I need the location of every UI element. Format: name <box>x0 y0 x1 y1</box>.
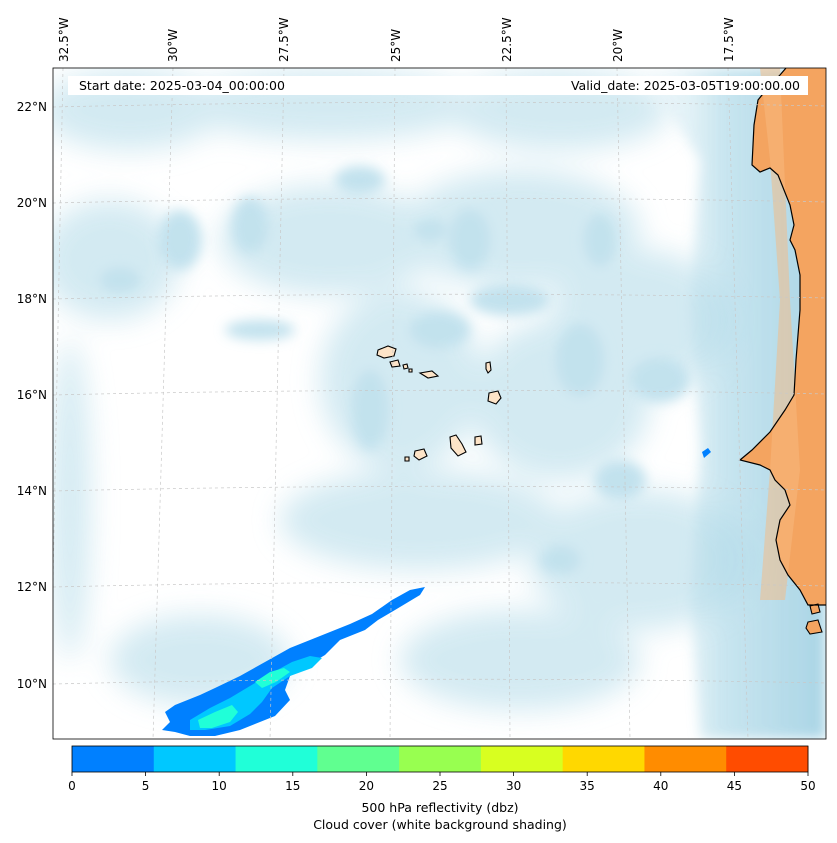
colorbar-segment <box>644 746 727 772</box>
lon-label: 22.5°W <box>500 17 514 62</box>
latitude-labels: 22°N 20°N 18°N 16°N 14°N 12°N 10°N <box>17 100 47 691</box>
colorbar-segment <box>235 746 318 772</box>
colorbar-segment <box>399 746 482 772</box>
start-date-label: Start date: 2025-03-04_00:00:00 <box>79 78 285 93</box>
reflectivity-colorbar: 0 5 10 15 20 25 30 35 40 45 50 <box>68 745 816 793</box>
lon-label: 17.5°W <box>722 17 736 62</box>
map-frame <box>52 67 827 740</box>
map-area <box>53 68 826 739</box>
lon-label: 25°W <box>389 29 403 62</box>
colorbar-tick-label: 50 <box>800 779 815 793</box>
colorbar-tick-label: 20 <box>359 779 374 793</box>
reflectivity-echo-area <box>162 448 711 736</box>
colorbar-label: 500 hPa reflectivity (dbz) <box>361 800 519 815</box>
colorbar-tick-label: 40 <box>653 779 668 793</box>
lat-label: 14°N <box>17 484 47 498</box>
cape-verde-islands <box>376 345 502 462</box>
colorbar-tick-label: 0 <box>68 779 76 793</box>
colorbar-tick-label: 30 <box>506 779 521 793</box>
lon-label: 32.5°W <box>57 17 71 62</box>
lon-label: 27.5°W <box>277 17 291 62</box>
lat-label: 12°N <box>17 580 47 594</box>
africa-coast-land <box>738 68 826 635</box>
date-header-strip <box>68 76 808 95</box>
colorbar-tick-label: 35 <box>580 779 595 793</box>
lat-label: 20°N <box>17 196 47 210</box>
valid-date-label: Valid_date: 2025-03-05T19:00:00.00 <box>571 78 800 93</box>
lon-label: 20°W <box>611 29 625 62</box>
colorbar-segment <box>153 746 237 772</box>
colorbar-segment <box>726 746 809 772</box>
colorbar-segment <box>72 746 155 772</box>
colorbar-tick-label: 10 <box>212 779 227 793</box>
colorbar-tick-label: 45 <box>727 779 742 793</box>
colorbar-tick-label: 15 <box>285 779 300 793</box>
colorbar-tick-label: 5 <box>142 779 150 793</box>
longitude-labels: 32.5°W 30°W 27.5°W 25°W 22.5°W 20°W 17.5… <box>57 17 736 62</box>
colorbar-segment <box>562 746 645 772</box>
colorbar-tick-label: 25 <box>432 779 447 793</box>
lat-label: 16°N <box>17 388 47 402</box>
lat-label: 10°N <box>17 677 47 691</box>
lat-label: 22°N <box>17 100 47 114</box>
colorbar-segment <box>317 746 400 772</box>
lat-label: 18°N <box>17 292 47 306</box>
map-gridlines <box>53 68 826 739</box>
colorbar-sublabel: Cloud cover (white background shading) <box>313 817 567 832</box>
lon-label: 30°W <box>166 29 180 62</box>
colorbar-segment <box>480 746 564 772</box>
